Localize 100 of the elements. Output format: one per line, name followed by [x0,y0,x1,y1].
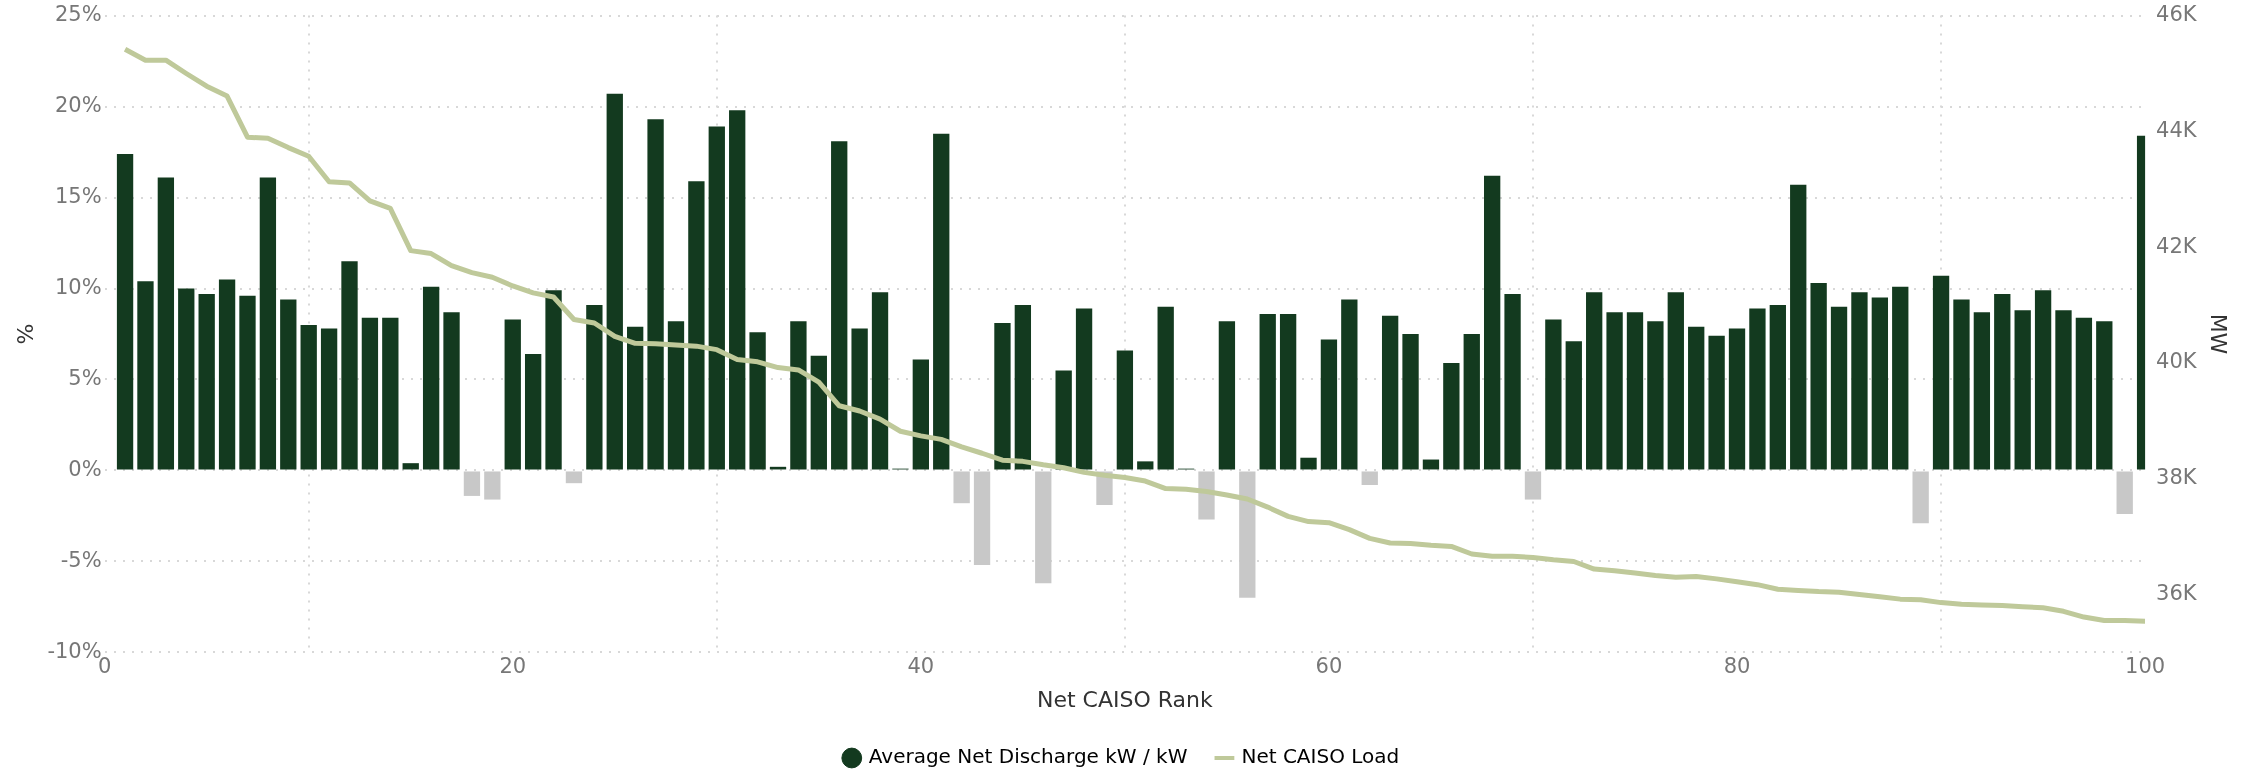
bar [708,126,725,470]
x-tick-label: 60 [1315,654,1343,679]
y2-tick-label: 38K [2156,465,2198,490]
bar [1606,312,1623,470]
bar [1892,286,1909,470]
bar [1953,299,1970,470]
x-tick-label: 20 [499,654,527,679]
bar [1463,334,1480,470]
y-axis-title: % [12,323,38,345]
bar [1137,461,1154,470]
bar [1851,292,1868,470]
bar [1218,321,1236,470]
y-tick-label: 10% [54,274,102,299]
bar [586,304,603,470]
bar [1402,334,1419,470]
bar [422,286,440,470]
bar [218,279,236,470]
bar [953,471,970,504]
bar [239,295,256,470]
bar [1871,297,1889,470]
bar [831,141,848,470]
bar [1075,308,1093,470]
bar [973,471,991,566]
bar [1504,293,1521,470]
y-tick-label: 5% [68,365,102,390]
y-tick-label: 15% [54,184,102,208]
y2-axis-title: MW [2206,313,2232,355]
bar [524,354,542,470]
bar [1728,328,1746,470]
bar [627,326,644,470]
bar [1484,175,1501,470]
bar [1810,283,1827,470]
x-tick-label: 80 [1723,654,1751,679]
bar [1667,292,1684,470]
bar [1320,339,1338,470]
bar [565,471,583,484]
bar [1790,184,1807,470]
bar [1443,363,1460,470]
bar [1157,306,1174,470]
bar [1708,335,1725,470]
bar [402,463,419,470]
bar [2034,290,2052,470]
bar [545,290,562,470]
legend-label: Net CAISO Load [1241,744,1400,769]
bar [1932,275,1950,470]
y2-tick-label: 36K [2156,580,2198,605]
bar [1116,350,1134,470]
bar [382,317,399,470]
bar [116,153,134,470]
x-tick-label: 40 [907,654,935,679]
bar [729,110,746,470]
bar [1341,299,1358,470]
bar [790,321,807,470]
bar [810,355,827,470]
legend-label: Average Net Discharge kW / kW [868,744,1188,769]
bar [1973,312,1991,470]
bar [933,133,950,470]
bar [994,323,1011,470]
bar [1239,471,1256,598]
y2-tick-label: 42K [2156,233,2198,258]
y-tick-label: 20% [54,93,102,118]
bar [871,292,889,470]
bar [1626,312,1644,470]
y-tick-label: 0% [68,456,102,481]
bar [851,328,868,470]
bar [484,471,501,500]
bar [1749,308,1766,470]
bar [2014,310,2031,470]
bar [1279,313,1297,470]
bar [1688,326,1705,470]
bar [1381,315,1399,470]
bar [137,281,154,470]
bar [912,359,929,470]
bar [320,328,338,470]
bar [463,471,481,496]
bar [1994,293,2011,470]
y-tick-label: 25% [54,2,102,27]
bar [1545,319,1562,470]
bar [1259,313,1276,470]
bar [280,299,297,470]
y2-tick-label: 40K [2156,349,2198,374]
bar [1055,370,1072,470]
bar [1035,471,1052,584]
bar [361,317,379,470]
y-tick-label: -5% [60,547,102,572]
bar [749,332,766,470]
bar [2096,321,2113,470]
bar [2075,317,2093,470]
bar [300,324,317,470]
bar [341,261,358,470]
bar [688,181,705,470]
bar [1830,306,1848,470]
bar [1361,471,1378,486]
bar [667,321,685,470]
bar [1524,471,1542,500]
bar [259,177,277,470]
bar [1300,457,1317,470]
bar [2116,471,2133,515]
bar [1647,321,1664,470]
y2-tick-label: 46K [2156,2,2198,27]
